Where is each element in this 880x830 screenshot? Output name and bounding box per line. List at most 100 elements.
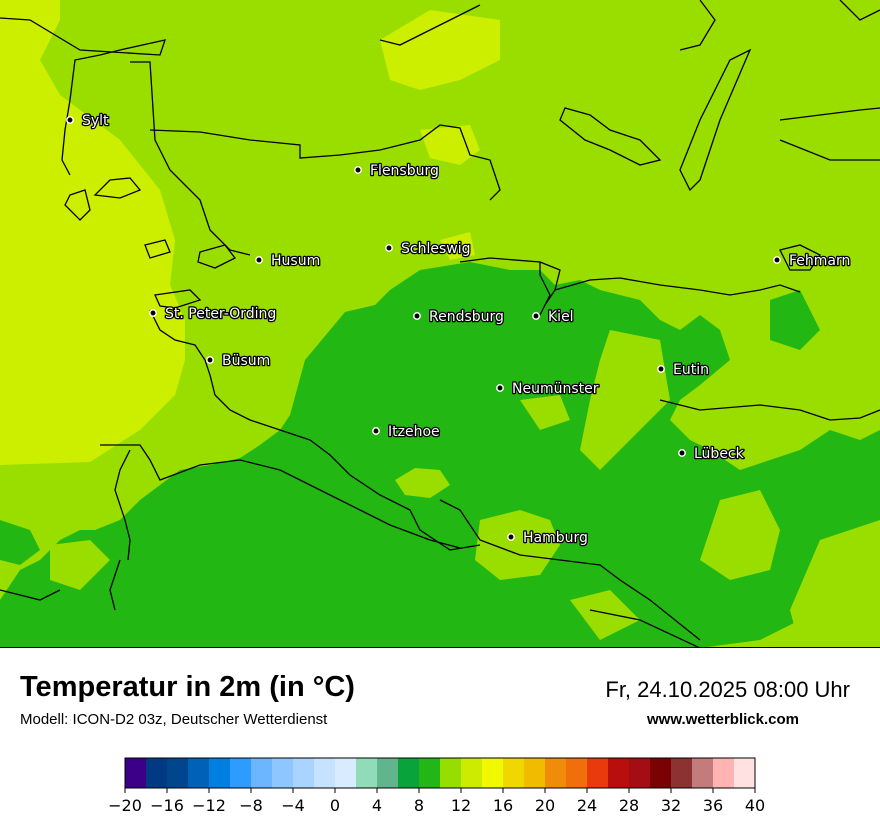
legend-swatch: [650, 758, 672, 788]
coastlines: [0, 0, 880, 647]
legend-tick-label: 8: [414, 796, 424, 815]
legend-swatch: [629, 758, 651, 788]
legend-swatch: [545, 758, 567, 788]
city-label: Hamburg: [523, 530, 588, 546]
legend-tick-label: 4: [372, 796, 382, 815]
warm-zone-west: [0, 0, 185, 465]
legend-swatch: [566, 758, 588, 788]
mid-patch-south: [570, 590, 640, 640]
map-title: Temperatur in 2m (in °C): [20, 671, 355, 703]
legend-swatch: [314, 758, 336, 788]
city-markers: Sylt Flensburg Schleswig Husum Fehmarn St. Pe…: [66, 112, 852, 547]
city-marker: [372, 427, 380, 435]
legend-swatch: [734, 758, 756, 788]
city-label: Sylt: [82, 113, 109, 129]
mid-patch-far-east: [790, 520, 880, 647]
warm-zone-flensburg: [420, 125, 480, 165]
legend-swatch: [125, 758, 147, 788]
city-marker: [385, 244, 393, 252]
legend-swatch: [713, 758, 735, 788]
legend-tick-label: 12: [451, 796, 471, 815]
city-label: Schleswig: [401, 241, 470, 257]
city-marker: [354, 166, 362, 174]
legend-swatch: [377, 758, 399, 788]
legend-swatch: [251, 758, 273, 788]
city-marker: [413, 312, 421, 320]
legend-tick-label: 16: [493, 796, 513, 815]
forecast-datetime: Fr, 24.10.2025 08:00 Uhr: [605, 677, 850, 702]
legend-swatch: [608, 758, 630, 788]
city-marker: [255, 256, 263, 264]
legend-swatch: [587, 758, 609, 788]
city-marker: [206, 356, 214, 364]
legend-tick-label: 28: [619, 796, 639, 815]
mid-patch-neumuenster: [520, 395, 570, 430]
legend-swatch: [692, 758, 714, 788]
city-marker: [532, 312, 540, 320]
legend-swatch: [335, 758, 357, 788]
city-label: Büsum: [222, 353, 270, 369]
mid-patch-luebeck: [580, 330, 670, 470]
legend-tick-label: −12: [192, 796, 226, 815]
legend-tick-label: 32: [661, 796, 681, 815]
legend-swatch: [146, 758, 168, 788]
legend-tick-label: 24: [577, 796, 597, 815]
cool-zone-east: [770, 290, 820, 350]
city-marker: [678, 449, 686, 457]
legend-tick-label: 0: [330, 796, 340, 815]
legend-swatch: [482, 758, 504, 788]
mid-patch-itzehoe: [395, 468, 450, 498]
city-label: Kiel: [548, 309, 574, 325]
legend-swatch: [461, 758, 483, 788]
warm-zone-kiel: [440, 232, 475, 260]
legend-tick-label: −8: [239, 796, 263, 815]
city-label: Fehmarn: [789, 253, 850, 269]
legend-swatch: [419, 758, 441, 788]
city-label: Flensburg: [370, 163, 439, 179]
legend-tick-label: −16: [150, 796, 184, 815]
temperature-map: Sylt Flensburg Schleswig Husum Fehmarn St. Pe…: [0, 0, 880, 648]
mid-patch-west-south: [50, 540, 110, 590]
city-marker: [66, 116, 74, 124]
city-label: Lübeck: [694, 446, 745, 462]
legend-swatch: [167, 758, 189, 788]
legend-ticks: −20 −16 −12 −8 −4 0 4 8 12 16 20 24 28 32 36 40: [108, 788, 765, 815]
legend-swatch: [671, 758, 693, 788]
city-label: Neumünster: [512, 381, 599, 397]
legend-canvas: −20 −16 −12 −8 −4 0 4 8 12 16 20 24 28 32 36 40: [108, 757, 765, 815]
website-link[interactable]: www.wetterblick.com: [647, 711, 799, 728]
city-marker: [773, 256, 781, 264]
map-canvas: Sylt Flensburg Schleswig Husum Fehmarn St. Pe…: [0, 0, 880, 647]
cool-zone-sw: [0, 520, 40, 565]
mid-patch-hamburg: [475, 510, 560, 580]
legend-swatches: [124, 757, 756, 789]
legend-swatch: [398, 758, 420, 788]
legend-tick-label: 40: [745, 796, 765, 815]
legend-tick-label: 20: [535, 796, 555, 815]
mid-patch-se: [700, 490, 780, 580]
legend-tick-label: −4: [281, 796, 305, 815]
legend-swatch: [503, 758, 525, 788]
city-marker: [496, 384, 504, 392]
legend-swatch: [293, 758, 315, 788]
color-legend: −20 −16 −12 −8 −4 0 4 8 12 16 20 24 28 32 36 40: [0, 752, 880, 822]
legend-tick-label: 36: [703, 796, 723, 815]
legend-swatch: [272, 758, 294, 788]
legend-border: [124, 757, 756, 789]
city-marker: [507, 533, 515, 541]
city-label: Eutin: [673, 362, 709, 378]
city-label: St. Peter-Ording: [165, 306, 276, 322]
legend-swatch: [188, 758, 210, 788]
city-label: Husum: [271, 253, 320, 269]
legend-swatch: [524, 758, 546, 788]
legend-swatch: [356, 758, 378, 788]
model-info: Modell: ICON-D2 03z, Deutscher Wetterdie…: [20, 711, 328, 728]
legend-swatch: [230, 758, 252, 788]
legend-swatch: [209, 758, 231, 788]
warm-zone-north: [380, 10, 500, 90]
city-label: Rendsburg: [429, 309, 504, 325]
city-marker: [149, 309, 157, 317]
city-marker: [657, 365, 665, 373]
legend-tick-label: −20: [108, 796, 142, 815]
legend-swatch: [440, 758, 462, 788]
